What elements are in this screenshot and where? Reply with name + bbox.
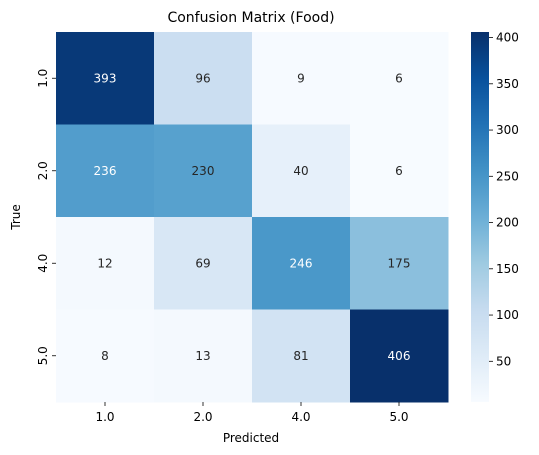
cell-label-3-3: 406 <box>388 349 411 363</box>
cell-label-0-1: 96 <box>195 71 210 85</box>
cell-0-1 <box>154 32 253 125</box>
cell-0-2 <box>252 32 351 125</box>
cell-2-3 <box>350 217 449 310</box>
cell-3-3 <box>350 309 449 403</box>
colorbar-tick-label-0: 50 <box>496 354 511 368</box>
x-tick-label-0: 1.0 <box>95 410 114 424</box>
colorbar-tick-label-6: 350 <box>496 77 519 91</box>
x-tick-label-3: 5.0 <box>389 410 408 424</box>
cell-label-3-0: 8 <box>101 349 109 363</box>
cell-label-1-1: 230 <box>192 164 215 178</box>
cell-2-2 <box>252 217 351 310</box>
cell-label-2-1: 69 <box>195 256 210 270</box>
x-tick-label-1: 2.0 <box>193 410 212 424</box>
x-axis-label: Predicted <box>223 431 279 445</box>
cell-3-0 <box>56 309 155 403</box>
cell-3-2 <box>252 309 351 403</box>
cell-3-1 <box>154 309 253 403</box>
cell-1-3 <box>350 124 449 218</box>
x-tick-label-2: 4.0 <box>291 410 310 424</box>
cell-label-3-1: 13 <box>195 349 210 363</box>
y-axis-label: True <box>9 204 23 231</box>
cell-label-1-0: 236 <box>94 164 117 178</box>
cell-label-0-3: 6 <box>395 71 403 85</box>
colorbar-tick-label-3: 200 <box>496 216 519 230</box>
chart-title: Confusion Matrix (Food) <box>167 10 334 26</box>
cell-label-1-2: 40 <box>293 164 308 178</box>
colorbar-tick-label-7: 400 <box>496 31 519 45</box>
cell-2-0 <box>56 217 155 310</box>
cell-label-2-0: 12 <box>97 256 112 270</box>
cell-label-1-3: 6 <box>395 164 403 178</box>
cell-1-1 <box>154 124 253 218</box>
cell-label-0-2: 9 <box>297 71 305 85</box>
colorbar-tick-label-5: 300 <box>496 123 519 137</box>
y-axis-ticks: 1.0 2.0 4.0 5.0 <box>36 69 56 365</box>
colorbar-tick-label-2: 150 <box>496 262 519 276</box>
y-tick-label-0: 1.0 <box>36 69 50 88</box>
y-tick-label-1: 2.0 <box>36 161 50 180</box>
colorbar-gradient <box>471 32 489 402</box>
cell-0-3 <box>350 32 449 125</box>
colorbar-tick-label-4: 250 <box>496 169 519 183</box>
y-tick-label-2: 4.0 <box>36 254 50 273</box>
cell-label-2-3: 175 <box>388 256 411 270</box>
cell-0-0 <box>56 32 155 125</box>
cell-2-1 <box>154 217 253 310</box>
cell-label-0-0: 393 <box>94 71 117 85</box>
cell-1-0 <box>56 124 155 218</box>
x-axis-ticks: 1.0 2.0 4.0 5.0 <box>95 402 409 424</box>
cell-1-2 <box>252 124 351 218</box>
colorbar: 50 100 150 200 250 300 350 400 <box>471 31 519 402</box>
y-tick-label-3: 5.0 <box>36 346 50 365</box>
colorbar-tick-label-1: 100 <box>496 308 519 322</box>
cell-label-2-2: 246 <box>290 256 313 270</box>
cell-label-3-2: 81 <box>293 349 308 363</box>
